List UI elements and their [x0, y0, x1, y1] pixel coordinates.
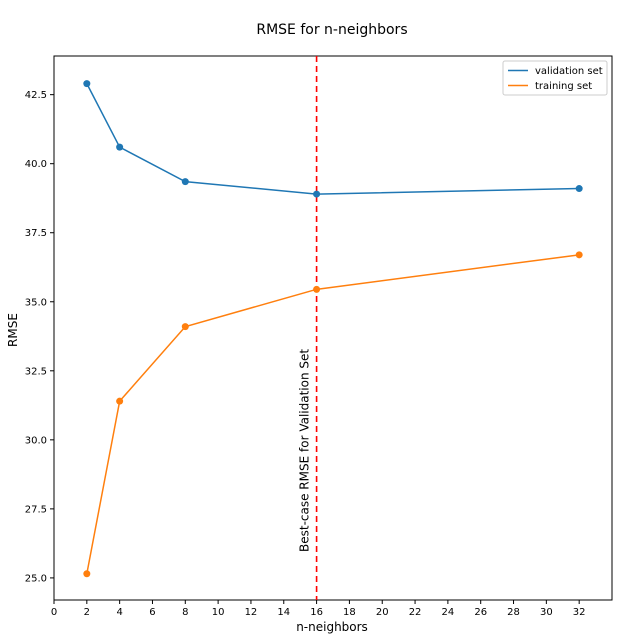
x-tick-label: 30 [540, 607, 553, 618]
x-tick-label: 14 [277, 607, 290, 618]
series-line-training [86, 254, 580, 574]
chart-title: RMSE for n-neighbors [256, 22, 407, 38]
y-tick-label: 35.0 [25, 297, 47, 308]
data-point-training [313, 285, 321, 293]
x-tick-label: 26 [474, 607, 487, 618]
y-tick-label: 25.0 [25, 573, 47, 584]
data-point-validation [181, 178, 189, 186]
data-point-training [181, 323, 189, 331]
x-axis-label: n-neighbors [296, 620, 368, 634]
y-tick-label: 40.0 [25, 159, 47, 170]
data-point-validation [83, 80, 91, 88]
y-tick-label: 32.5 [25, 366, 47, 377]
x-tick-label: 8 [182, 607, 188, 618]
x-tick-label: 32 [573, 607, 586, 618]
plot-frame [53, 55, 613, 601]
legend-label: validation set [535, 66, 603, 77]
x-tick-label: 6 [149, 607, 155, 618]
data-point-training [116, 397, 124, 405]
x-tick-label: 20 [376, 607, 389, 618]
y-tick-label: 42.5 [25, 90, 47, 101]
y-tick-label: 37.5 [25, 228, 47, 239]
x-tick-label: 2 [84, 607, 90, 618]
x-tick-label: 22 [409, 607, 422, 618]
x-tick-label: 4 [116, 607, 122, 618]
y-tick-label: 27.5 [25, 504, 47, 515]
data-point-validation [116, 143, 124, 151]
x-tick-label: 12 [245, 607, 258, 618]
y-axis-label: RMSE [6, 313, 20, 347]
best-case-annotation: Best-case RMSE for Validation Set [298, 349, 312, 552]
legend-label: training set [535, 81, 592, 92]
data-point-training [575, 251, 583, 259]
x-tick-label: 28 [507, 607, 520, 618]
legend-box [502, 60, 608, 96]
x-tick-label: 18 [343, 607, 356, 618]
plot-area: 0 2 4 6 8 10 12 14 16 18 20 22 24 26 28 30 3225.027.530.… [25, 55, 613, 618]
data-point-training [83, 570, 91, 578]
x-tick-label: 16 [310, 607, 323, 618]
y-tick-label: 30.0 [25, 435, 47, 446]
data-point-validation [313, 190, 321, 198]
series-line-validation [86, 83, 580, 195]
x-tick-label: 24 [442, 607, 455, 618]
data-point-validation [575, 185, 583, 193]
x-tick-label: 10 [212, 607, 225, 618]
x-tick-label: 0 [51, 607, 57, 618]
